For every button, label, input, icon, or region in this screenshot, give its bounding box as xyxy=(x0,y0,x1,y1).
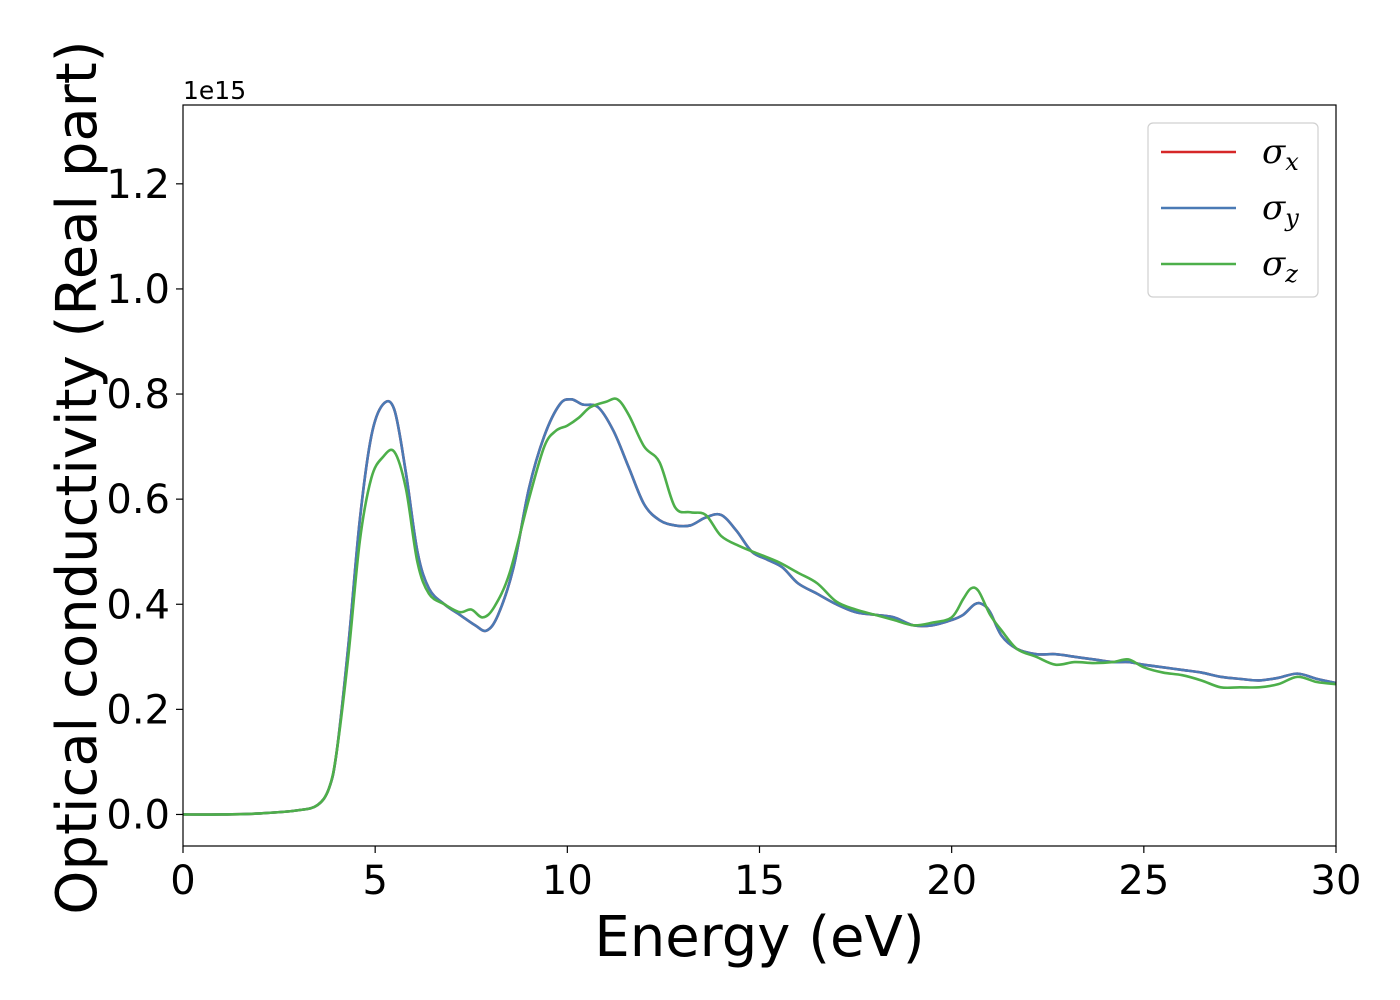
x-tick-label: 10 xyxy=(542,858,593,904)
legend-label-z: σz xyxy=(1262,244,1298,288)
y-tick-label: 1.0 xyxy=(106,267,170,313)
y-tick-label: 0.2 xyxy=(106,687,170,733)
x-tick-label: 15 xyxy=(734,858,785,904)
series-layer xyxy=(183,397,1336,816)
y-tick-label: 0.0 xyxy=(106,792,170,838)
legend: σx σy σz xyxy=(1147,122,1319,298)
series-line-z xyxy=(183,397,1336,816)
legend-box xyxy=(1147,122,1319,298)
x-tick-label: 30 xyxy=(1311,858,1362,904)
y-tick-label: 0.8 xyxy=(106,372,170,418)
y-axis-ticks: 0.0 0.2 0.4 0.6 0.8 1.0 1.2 xyxy=(106,162,183,838)
x-tick-label: 20 xyxy=(926,858,977,904)
legend-label-x: σx xyxy=(1262,132,1299,176)
x-axis-ticks: 0 5 10 15 20 25 30 xyxy=(170,846,1361,904)
x-axis-title: Energy (eV) xyxy=(594,905,924,970)
y-axis-title: Optical conductivity (Real part) xyxy=(45,40,110,914)
y-tick-label: 0.6 xyxy=(106,477,170,523)
y-axis-offset-label: 1e15 xyxy=(183,76,246,105)
y-tick-label: 1.2 xyxy=(106,162,170,208)
x-tick-label: 5 xyxy=(362,858,387,904)
x-tick-label: 25 xyxy=(1118,858,1169,904)
legend-label-y: σy xyxy=(1262,188,1299,232)
y-tick-label: 0.4 xyxy=(106,582,170,628)
x-tick-label: 0 xyxy=(170,858,195,904)
